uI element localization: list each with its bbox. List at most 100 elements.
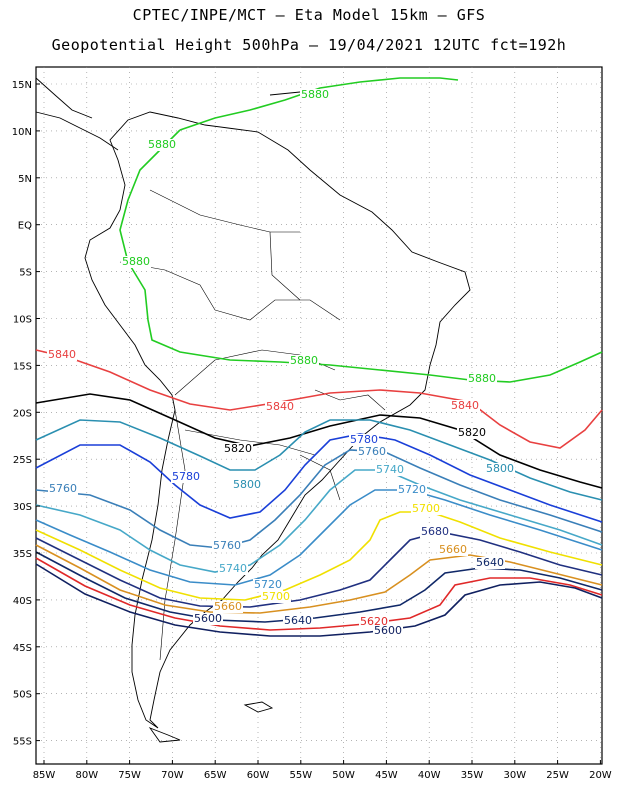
contour-label-bg: [373, 625, 403, 637]
lon-tick-label: 60W: [247, 770, 270, 781]
contour-label-bg: [48, 483, 78, 495]
contour-label-bg: [193, 613, 223, 625]
contour-label-bg: [349, 434, 379, 446]
contour-label-bg: [397, 484, 427, 496]
contour-label-bg: [375, 464, 405, 476]
contour-label-bg: [283, 615, 313, 627]
contour-label-bg: [411, 503, 441, 515]
lon-tick-label: 55W: [289, 770, 312, 781]
contour-label-bg: [253, 579, 283, 591]
contour-label-bg: [265, 401, 295, 413]
contour-label: 5700: [262, 590, 290, 603]
contour-5740: [35, 469, 603, 573]
contour-label-bg: [475, 557, 505, 569]
contour-label: 5600: [194, 612, 222, 625]
contour-label: 5780: [350, 433, 378, 446]
contour-5880-andes: [119, 129, 603, 383]
contour-label-bg: [420, 526, 450, 538]
contour-5760: [35, 449, 603, 549]
contour-label-bg: [357, 446, 387, 458]
lat-tick-label: EQ: [18, 221, 32, 232]
lon-tick-label: 50W: [332, 770, 355, 781]
contour-label-bg: [218, 563, 248, 575]
contour-label: 5720: [398, 483, 426, 496]
contour-label: 5660: [214, 600, 242, 613]
graticule: [36, 67, 602, 764]
contour-5880-north: [179, 77, 459, 131]
contour-label: 5620: [360, 615, 388, 628]
lon-tick-label: 70W: [161, 770, 184, 781]
contour-label: 5840: [48, 348, 76, 361]
contour-label-bg: [485, 463, 515, 475]
lat-tick-label: 35S: [13, 549, 32, 560]
lon-tick-label: 45W: [375, 770, 398, 781]
lat-tick-label: 10N: [12, 127, 32, 138]
contour-label: 5760: [213, 539, 241, 552]
contour-label-bg: [467, 373, 497, 385]
contour-label-bg: [232, 479, 262, 491]
contour-label: 5820: [458, 426, 486, 439]
lon-tick-label: 85W: [33, 770, 56, 781]
contour-label-bg: [450, 400, 480, 412]
contour-5640: [35, 551, 603, 623]
contour-label: 5880: [468, 372, 496, 385]
contour-label-bg: [212, 540, 242, 552]
lon-tick-label: 25W: [546, 770, 569, 781]
lat-tick-label: 55S: [13, 737, 32, 748]
lat-tick-label: 5N: [18, 174, 32, 185]
title-line-1: CPTEC/INPE/MCT – Eta Model 15km – GFS: [132, 6, 486, 24]
falklands: [243, 701, 274, 713]
lat-tick-label: 5S: [19, 268, 32, 279]
lon-tick-label: 40W: [418, 770, 441, 781]
contour-label-bg: [457, 427, 487, 439]
contour-5680: [35, 531, 603, 608]
lon-tick-label: 20W: [589, 770, 612, 781]
contour-label-bg: [261, 591, 291, 603]
latitude-labels: 15N 10N 5N EQ 5S 10S 15S 20S 25S 30S 35S 40S 45S 50S 5…: [12, 80, 40, 748]
lat-tick-label: 50S: [13, 690, 32, 701]
contour-label: 5680: [421, 525, 449, 538]
contour-5820: [35, 393, 603, 489]
contour-label: 5640: [476, 556, 504, 569]
contour-label-bg: [147, 139, 177, 151]
contour-label-bg: [289, 355, 319, 367]
lon-tick-label: 35W: [461, 770, 484, 781]
lat-tick-label: 15N: [12, 80, 32, 91]
contour-labels: 5880 5880 5880 5880 5880 5840 5840 5840 5820 5820…: [47, 88, 515, 637]
contour-label: 5820: [224, 442, 252, 455]
lon-tick-label: 65W: [204, 770, 227, 781]
contour-label: 5800: [486, 462, 514, 475]
contour-label: 5740: [376, 463, 404, 476]
contour-5600: [35, 563, 603, 637]
contour-label: 5760: [358, 445, 386, 458]
contour-label: 5600: [374, 624, 402, 637]
contour-label-bg: [47, 349, 77, 361]
lat-tick-label: 30S: [13, 502, 32, 513]
contour-label-bg: [213, 601, 243, 613]
lat-tick-label: 15S: [13, 361, 32, 372]
lat-tick-label: 25S: [13, 455, 32, 466]
lat-tick-label: 10S: [13, 315, 32, 326]
contour-5780: [35, 433, 603, 523]
contour-label: 5780: [172, 470, 200, 483]
lon-tick-label: 75W: [118, 770, 141, 781]
lat-tick-label: 20S: [13, 408, 32, 419]
lat-tick-label: 40S: [13, 596, 32, 607]
contour-label-bg: [300, 89, 330, 101]
contour-label: 5880: [301, 88, 329, 101]
contour-label: 5840: [451, 399, 479, 412]
contour-label: 5700: [412, 502, 440, 515]
contour-label-bg: [121, 256, 151, 268]
contour-5720: [35, 489, 603, 586]
contour-label-bg: [223, 443, 253, 455]
map-frame: [35, 66, 603, 765]
lat-tick-label: 45S: [13, 643, 32, 654]
contour-label: 5840: [266, 400, 294, 413]
central-america-coast: [35, 111, 119, 151]
contour-label: 5880: [122, 255, 150, 268]
contour-5700: [35, 511, 603, 601]
central-america-north: [35, 77, 93, 119]
contour-label: 5880: [290, 354, 318, 367]
contour-5840: [35, 349, 603, 449]
